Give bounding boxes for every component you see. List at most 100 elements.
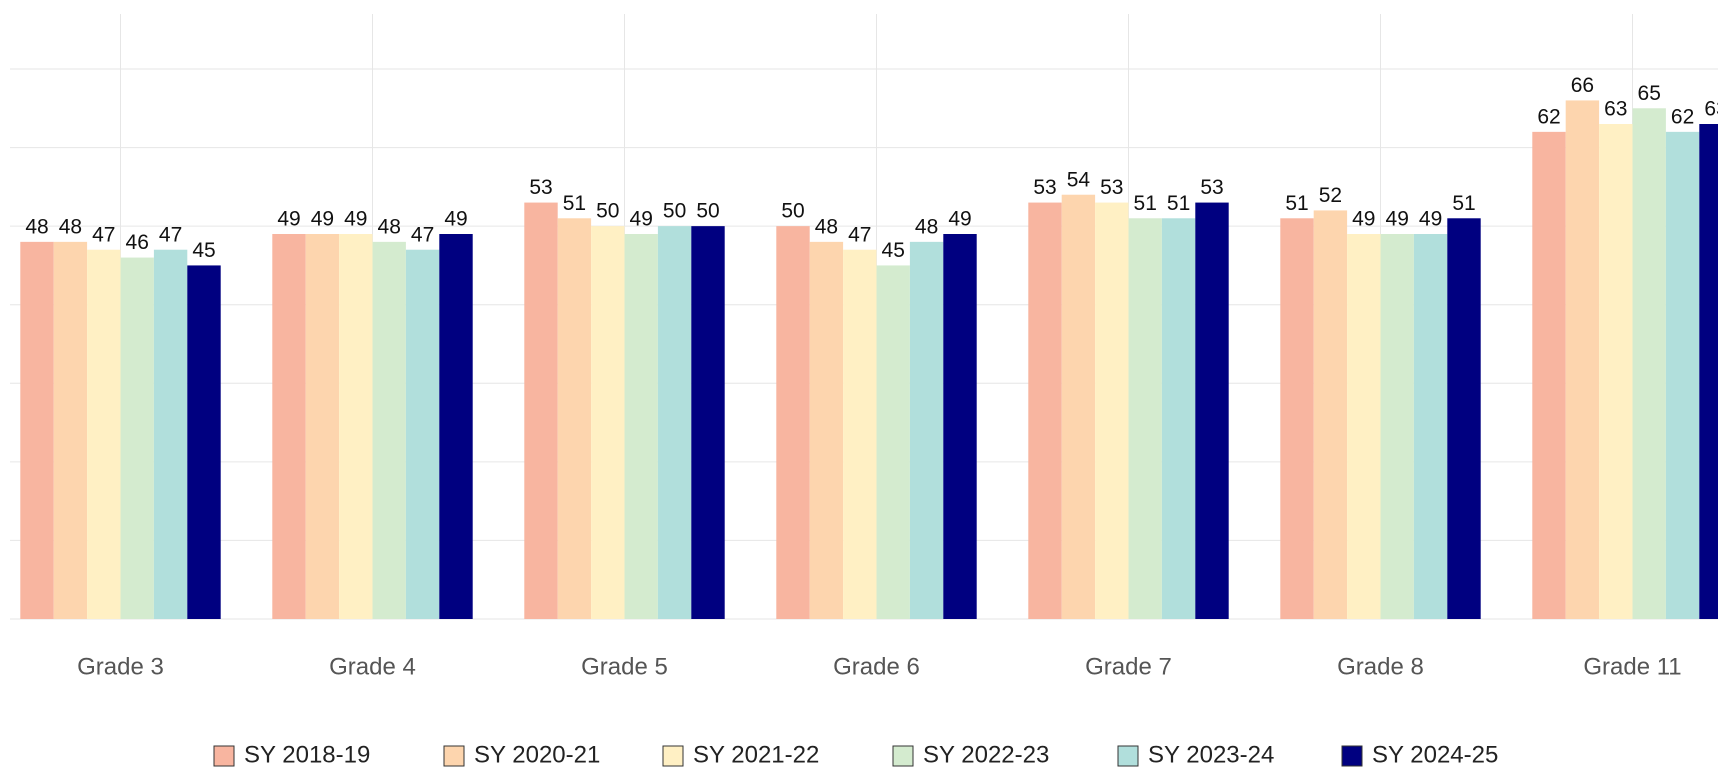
value-label: 65 [1638, 82, 1661, 105]
bar [1665, 131, 1700, 619]
bar [153, 249, 188, 619]
bar [1599, 124, 1633, 619]
legend-label: SY 2020-21 [474, 741, 600, 768]
bar [624, 234, 658, 619]
value-label: 49 [277, 208, 300, 231]
value-label: 53 [1100, 176, 1123, 199]
bar [657, 226, 692, 619]
value-label: 53 [1200, 176, 1223, 199]
legend-swatch [443, 745, 465, 767]
value-label: 48 [915, 215, 938, 238]
bar [305, 234, 340, 619]
legend-swatch [1341, 745, 1363, 767]
value-label: 51 [1285, 192, 1308, 215]
x-tick-label: Grade 11 [1583, 653, 1681, 680]
value-label: 49 [1386, 208, 1409, 231]
x-tick-label: Grade 8 [1337, 653, 1424, 680]
value-label: 53 [1033, 176, 1056, 199]
bar [439, 234, 473, 619]
bar [524, 202, 558, 620]
value-label: 63 [1604, 98, 1627, 121]
bar [1699, 124, 1718, 619]
bar [776, 226, 810, 619]
legend-label: SY 2022-23 [923, 741, 1049, 768]
legend-label: SY 2021-22 [693, 741, 819, 768]
value-label: 63 [1704, 98, 1718, 121]
value-label: 49 [1352, 208, 1375, 231]
value-label: 51 [1452, 192, 1475, 215]
value-label: 54 [1067, 168, 1091, 191]
value-label: 49 [311, 208, 334, 231]
bar [405, 249, 440, 619]
bar [1632, 108, 1666, 620]
bar [339, 234, 373, 619]
value-label: 62 [1671, 105, 1694, 128]
bar [1532, 131, 1566, 619]
legend-label: SY 2024-25 [1372, 741, 1498, 768]
bar [1095, 202, 1129, 620]
bar [87, 249, 121, 619]
legend-label: SY 2023-24 [1148, 741, 1274, 768]
bar [1195, 202, 1229, 620]
legend-label: SY 2018-19 [244, 741, 370, 768]
x-tick-label: Grade 3 [77, 653, 164, 680]
bar [53, 241, 88, 619]
bar [1565, 100, 1600, 619]
legend-swatch [892, 745, 914, 767]
bar [1128, 218, 1162, 620]
value-label: 51 [1167, 192, 1190, 215]
bar [1061, 194, 1096, 619]
value-label: 47 [848, 223, 871, 246]
value-label: 48 [25, 215, 48, 238]
bar [1447, 218, 1481, 620]
value-label: 48 [815, 215, 838, 238]
bar [591, 226, 625, 619]
value-label: 49 [630, 208, 653, 231]
bar [1380, 234, 1414, 619]
bar [809, 241, 844, 619]
value-label: 49 [444, 208, 467, 231]
x-tick-label: Grade 4 [329, 653, 416, 680]
legend-swatch [662, 745, 684, 767]
value-label: 48 [378, 215, 401, 238]
x-tick-label: Grade 6 [833, 653, 920, 680]
bar [372, 241, 406, 619]
x-tick-label: Grade 5 [581, 653, 668, 680]
value-label: 50 [596, 200, 619, 223]
legend-swatch [213, 745, 235, 767]
value-label: 66 [1571, 74, 1594, 97]
value-label: 51 [1134, 192, 1157, 215]
bar [1413, 234, 1448, 619]
value-label: 52 [1319, 184, 1342, 207]
bar [1313, 210, 1348, 619]
bar [876, 265, 910, 619]
value-label: 47 [92, 223, 115, 246]
value-label: 47 [411, 223, 434, 246]
value-label: 45 [192, 239, 215, 262]
bar [120, 257, 154, 619]
bar [1028, 202, 1062, 620]
value-label: 49 [1419, 208, 1442, 231]
value-label: 53 [529, 176, 552, 199]
bar [943, 234, 977, 619]
legend-swatch [1117, 745, 1139, 767]
bar [843, 249, 877, 619]
value-label: 50 [663, 200, 686, 223]
bar [187, 265, 221, 619]
bar [691, 226, 725, 619]
bar [20, 241, 54, 619]
value-label: 49 [344, 208, 367, 231]
bar [1280, 218, 1314, 620]
value-label: 50 [781, 200, 804, 223]
value-label: 50 [696, 200, 719, 223]
value-label: 45 [882, 239, 905, 262]
value-label: 46 [126, 231, 149, 254]
value-label: 49 [948, 208, 971, 231]
bar [909, 241, 944, 619]
value-label: 47 [159, 223, 182, 246]
bar [557, 218, 592, 620]
bar [1161, 218, 1196, 620]
value-label: 48 [59, 215, 82, 238]
x-tick-label: Grade 7 [1085, 653, 1172, 680]
